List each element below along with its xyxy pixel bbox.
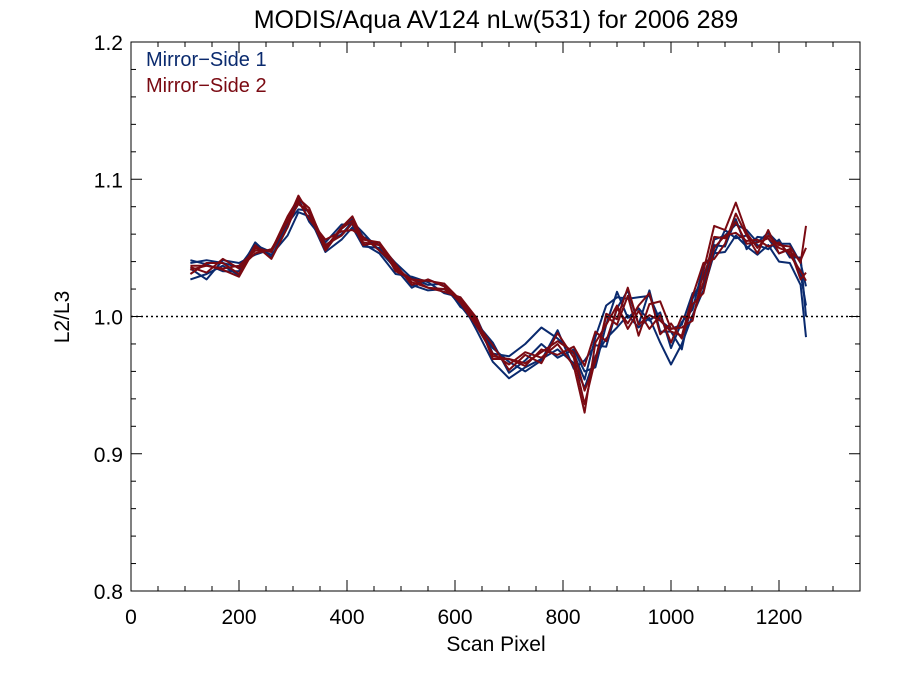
x-axis-label: Scan Pixel: [446, 633, 545, 656]
series-line-8: [190, 194, 807, 392]
x-tick-label: 600: [437, 606, 472, 629]
series-line-4: [190, 208, 807, 373]
series-line-5: [190, 197, 807, 406]
chart-title: MODIS/Aqua AV124 nLw(531) for 2006 289: [254, 6, 739, 34]
legend-entry-2: Mirror−Side 2: [146, 75, 267, 97]
x-tick-label: 0: [125, 606, 137, 629]
y-tick-label: 0.8: [94, 581, 123, 604]
x-tick-label: 1000: [648, 606, 695, 629]
x-tick-label: 400: [329, 606, 364, 629]
y-tick-label: 1.1: [94, 169, 123, 192]
x-tick-label: 200: [221, 606, 256, 629]
y-tick-label: 1.0: [94, 307, 123, 330]
x-tick-label: 1200: [756, 606, 803, 629]
plot-frame: [130, 41, 861, 592]
y-axis-label: L2/L3: [51, 291, 74, 344]
legend-entry-1: Mirror−Side 1: [146, 49, 267, 71]
x-tick-label: 800: [545, 606, 580, 629]
y-tick-label: 0.9: [94, 444, 123, 467]
y-tick-label: 1.2: [94, 32, 123, 55]
